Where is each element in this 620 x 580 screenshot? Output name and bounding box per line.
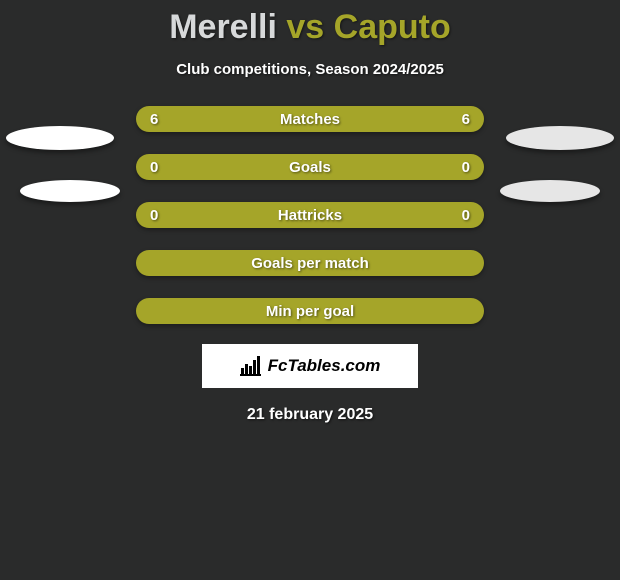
stat-label: Goals per match (251, 255, 369, 272)
decor-ellipse-right-2 (500, 180, 600, 202)
player-right-name: Caputo (334, 8, 451, 46)
barchart-icon (240, 356, 262, 376)
comparison-title: Merelli vs Caputo (0, 0, 620, 47)
stat-row-goals-per-match: Goals per match (136, 250, 484, 276)
stat-right-value: 6 (462, 111, 470, 128)
stat-left-value: 0 (150, 207, 158, 224)
date-label: 21 february 2025 (0, 406, 620, 424)
decor-ellipse-left-1 (6, 126, 114, 150)
player-left-name: Merelli (169, 8, 277, 46)
stat-right-value: 0 (462, 207, 470, 224)
stat-right-value: 0 (462, 159, 470, 176)
decor-ellipse-left-2 (20, 180, 120, 202)
stat-left-value: 6 (150, 111, 158, 128)
decor-ellipse-right-1 (506, 126, 614, 150)
fctables-logo[interactable]: FcTables.com (202, 344, 418, 388)
stat-label: Goals (289, 159, 331, 176)
stat-row-hattricks: 0 Hattricks 0 (136, 202, 484, 228)
competition-subtitle: Club competitions, Season 2024/2025 (0, 61, 620, 78)
stats-container: 6 Matches 6 0 Goals 0 0 Hattricks 0 Goal… (136, 106, 484, 324)
stat-label: Min per goal (266, 303, 354, 320)
logo-text: FcTables.com (268, 356, 381, 376)
stat-row-goals: 0 Goals 0 (136, 154, 484, 180)
vs-label: vs (286, 8, 324, 46)
stat-row-min-per-goal: Min per goal (136, 298, 484, 324)
stat-label: Hattricks (278, 207, 342, 224)
stat-label: Matches (280, 111, 340, 128)
stat-left-value: 0 (150, 159, 158, 176)
stat-row-matches: 6 Matches 6 (136, 106, 484, 132)
